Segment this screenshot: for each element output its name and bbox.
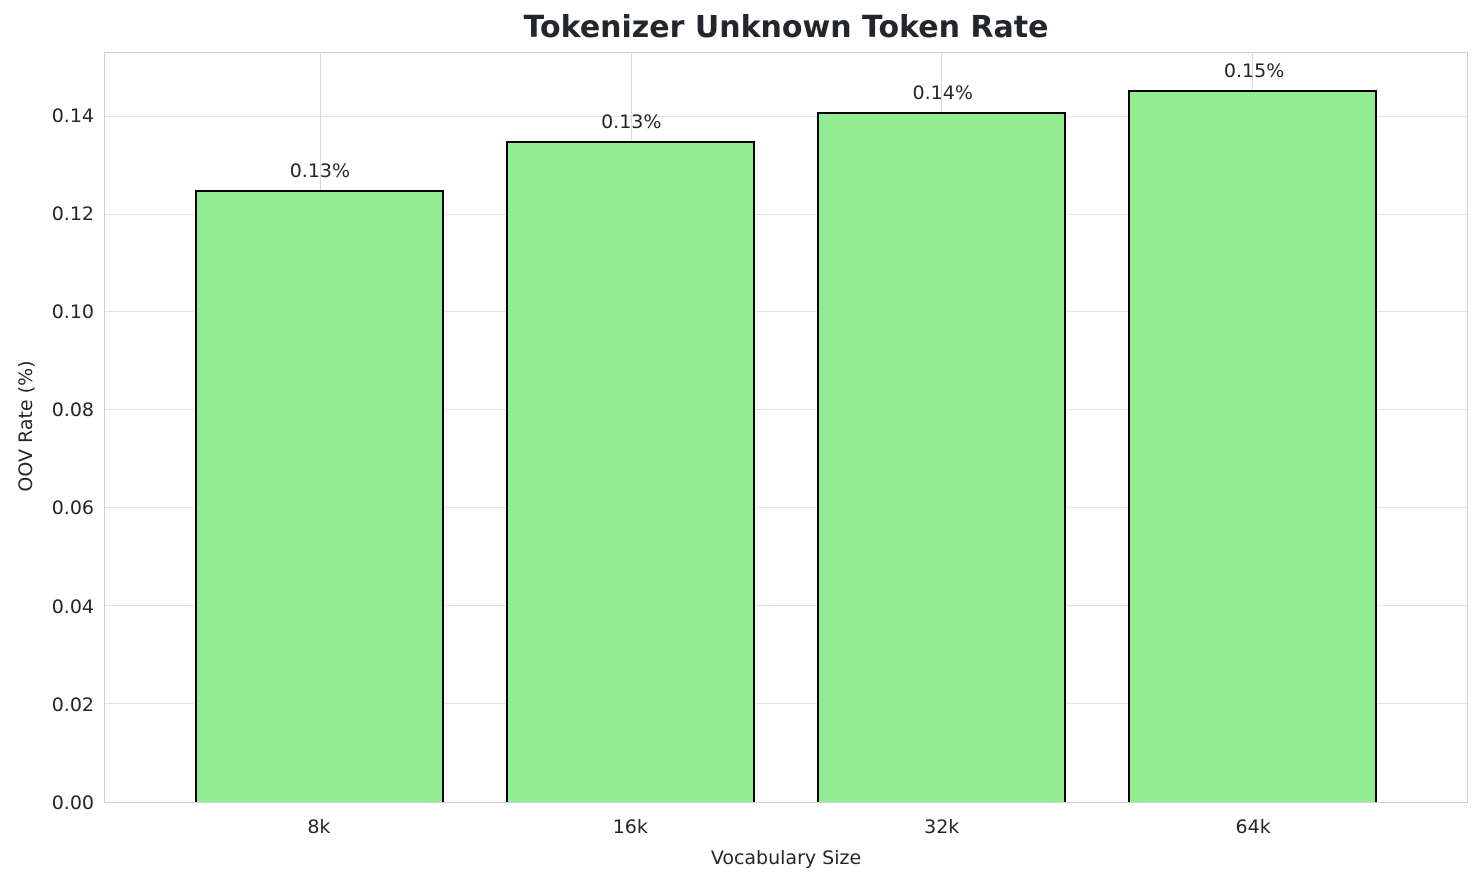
bar-value-label: 0.13% bbox=[601, 111, 662, 134]
y-gridline bbox=[105, 115, 1467, 117]
bar-32k bbox=[817, 111, 1066, 802]
y-gridline bbox=[105, 311, 1467, 313]
x-tick-label-8k: 8k bbox=[307, 816, 331, 838]
x-tick-label-16k: 16k bbox=[612, 816, 648, 838]
y-gridline bbox=[105, 605, 1467, 607]
y-axis-label: OOV Rate (%) bbox=[15, 360, 37, 492]
bar-8k bbox=[195, 190, 444, 802]
y-tick-label: 0.12 bbox=[51, 202, 94, 225]
x-tick-label-64k: 64k bbox=[1235, 816, 1271, 838]
plot-area: 0.13% 0.13% 0.14% 0.15% bbox=[104, 52, 1468, 803]
bar-value-label: 0.14% bbox=[912, 81, 973, 104]
y-gridline bbox=[105, 507, 1467, 509]
bar-value-label: 0.15% bbox=[1223, 59, 1285, 82]
x-tick-label-32k: 32k bbox=[924, 816, 960, 838]
chart-title: Tokenizer Unknown Token Rate bbox=[523, 10, 1049, 45]
bar-value-label: 0.13% bbox=[289, 160, 351, 183]
y-tick-label: 0.14 bbox=[51, 104, 94, 127]
y-tick-label: 0.00 bbox=[51, 792, 94, 814]
bar-16k bbox=[506, 141, 755, 802]
bar-64k bbox=[1128, 89, 1377, 802]
y-tick-label: 0.06 bbox=[51, 497, 94, 520]
y-gridline bbox=[105, 213, 1467, 215]
y-tick-label: 0.02 bbox=[51, 693, 94, 716]
y-gridline bbox=[105, 409, 1467, 411]
x-axis-label: Vocabulary Size bbox=[710, 847, 862, 869]
y-tick-label: 0.08 bbox=[51, 399, 94, 422]
y-gridline bbox=[105, 703, 1467, 705]
y-tick-label: 0.10 bbox=[51, 301, 94, 324]
y-tick-label: 0.04 bbox=[51, 595, 94, 618]
